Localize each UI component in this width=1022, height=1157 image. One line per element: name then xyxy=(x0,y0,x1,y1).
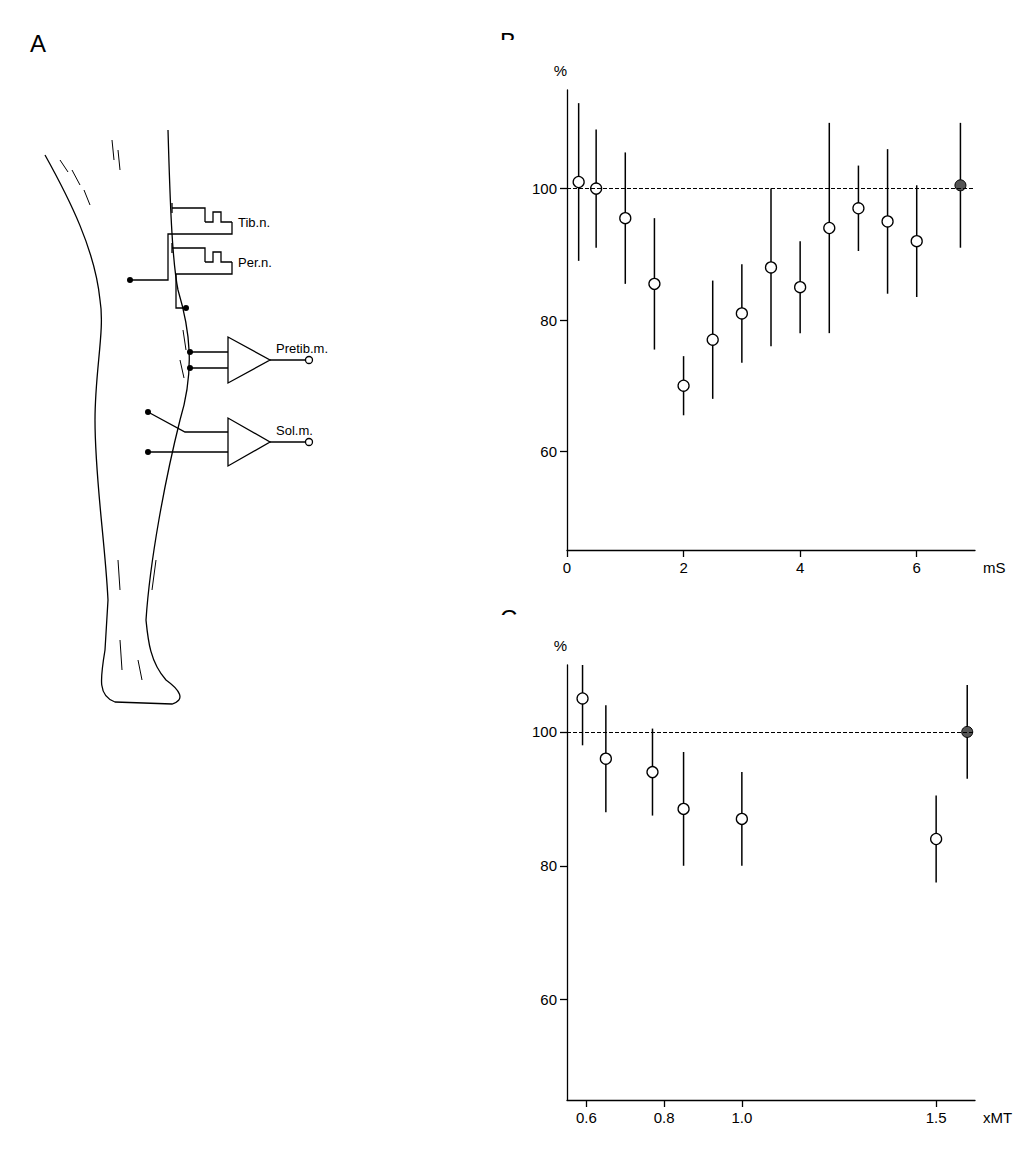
svg-text:100: 100 xyxy=(532,723,557,740)
html-text:B: B xyxy=(500,28,516,55)
svg-text:Tib.n.: Tib.n. xyxy=(238,215,270,230)
html-text:C: C xyxy=(500,605,518,632)
svg-text:60: 60 xyxy=(540,991,557,1008)
svg-text:Per.n.: Per.n. xyxy=(238,255,272,270)
svg-text:1.5: 1.5 xyxy=(926,1109,947,1126)
svg-text:4: 4 xyxy=(796,559,804,576)
svg-text:0.6: 0.6 xyxy=(576,1109,597,1126)
svg-text:1.0: 1.0 xyxy=(731,1109,752,1126)
html-text:A: A xyxy=(30,30,46,57)
svg-text:%: % xyxy=(554,62,567,79)
svg-text:0.8: 0.8 xyxy=(654,1109,675,1126)
svg-text:80: 80 xyxy=(540,857,557,874)
svg-text:100: 100 xyxy=(532,180,557,197)
svg-text:xMT: xMT xyxy=(983,1109,1012,1126)
svg-text:60: 60 xyxy=(540,443,557,460)
svg-text:2: 2 xyxy=(679,559,687,576)
svg-text:Pretib.m.: Pretib.m. xyxy=(276,341,328,356)
svg-text:%: % xyxy=(554,637,567,654)
svg-text:0: 0 xyxy=(563,559,571,576)
svg-text:Sol.m.: Sol.m. xyxy=(276,423,313,438)
svg-text:80: 80 xyxy=(540,312,557,329)
svg-text:mS: mS xyxy=(983,559,1006,576)
svg-text:6: 6 xyxy=(913,559,921,576)
